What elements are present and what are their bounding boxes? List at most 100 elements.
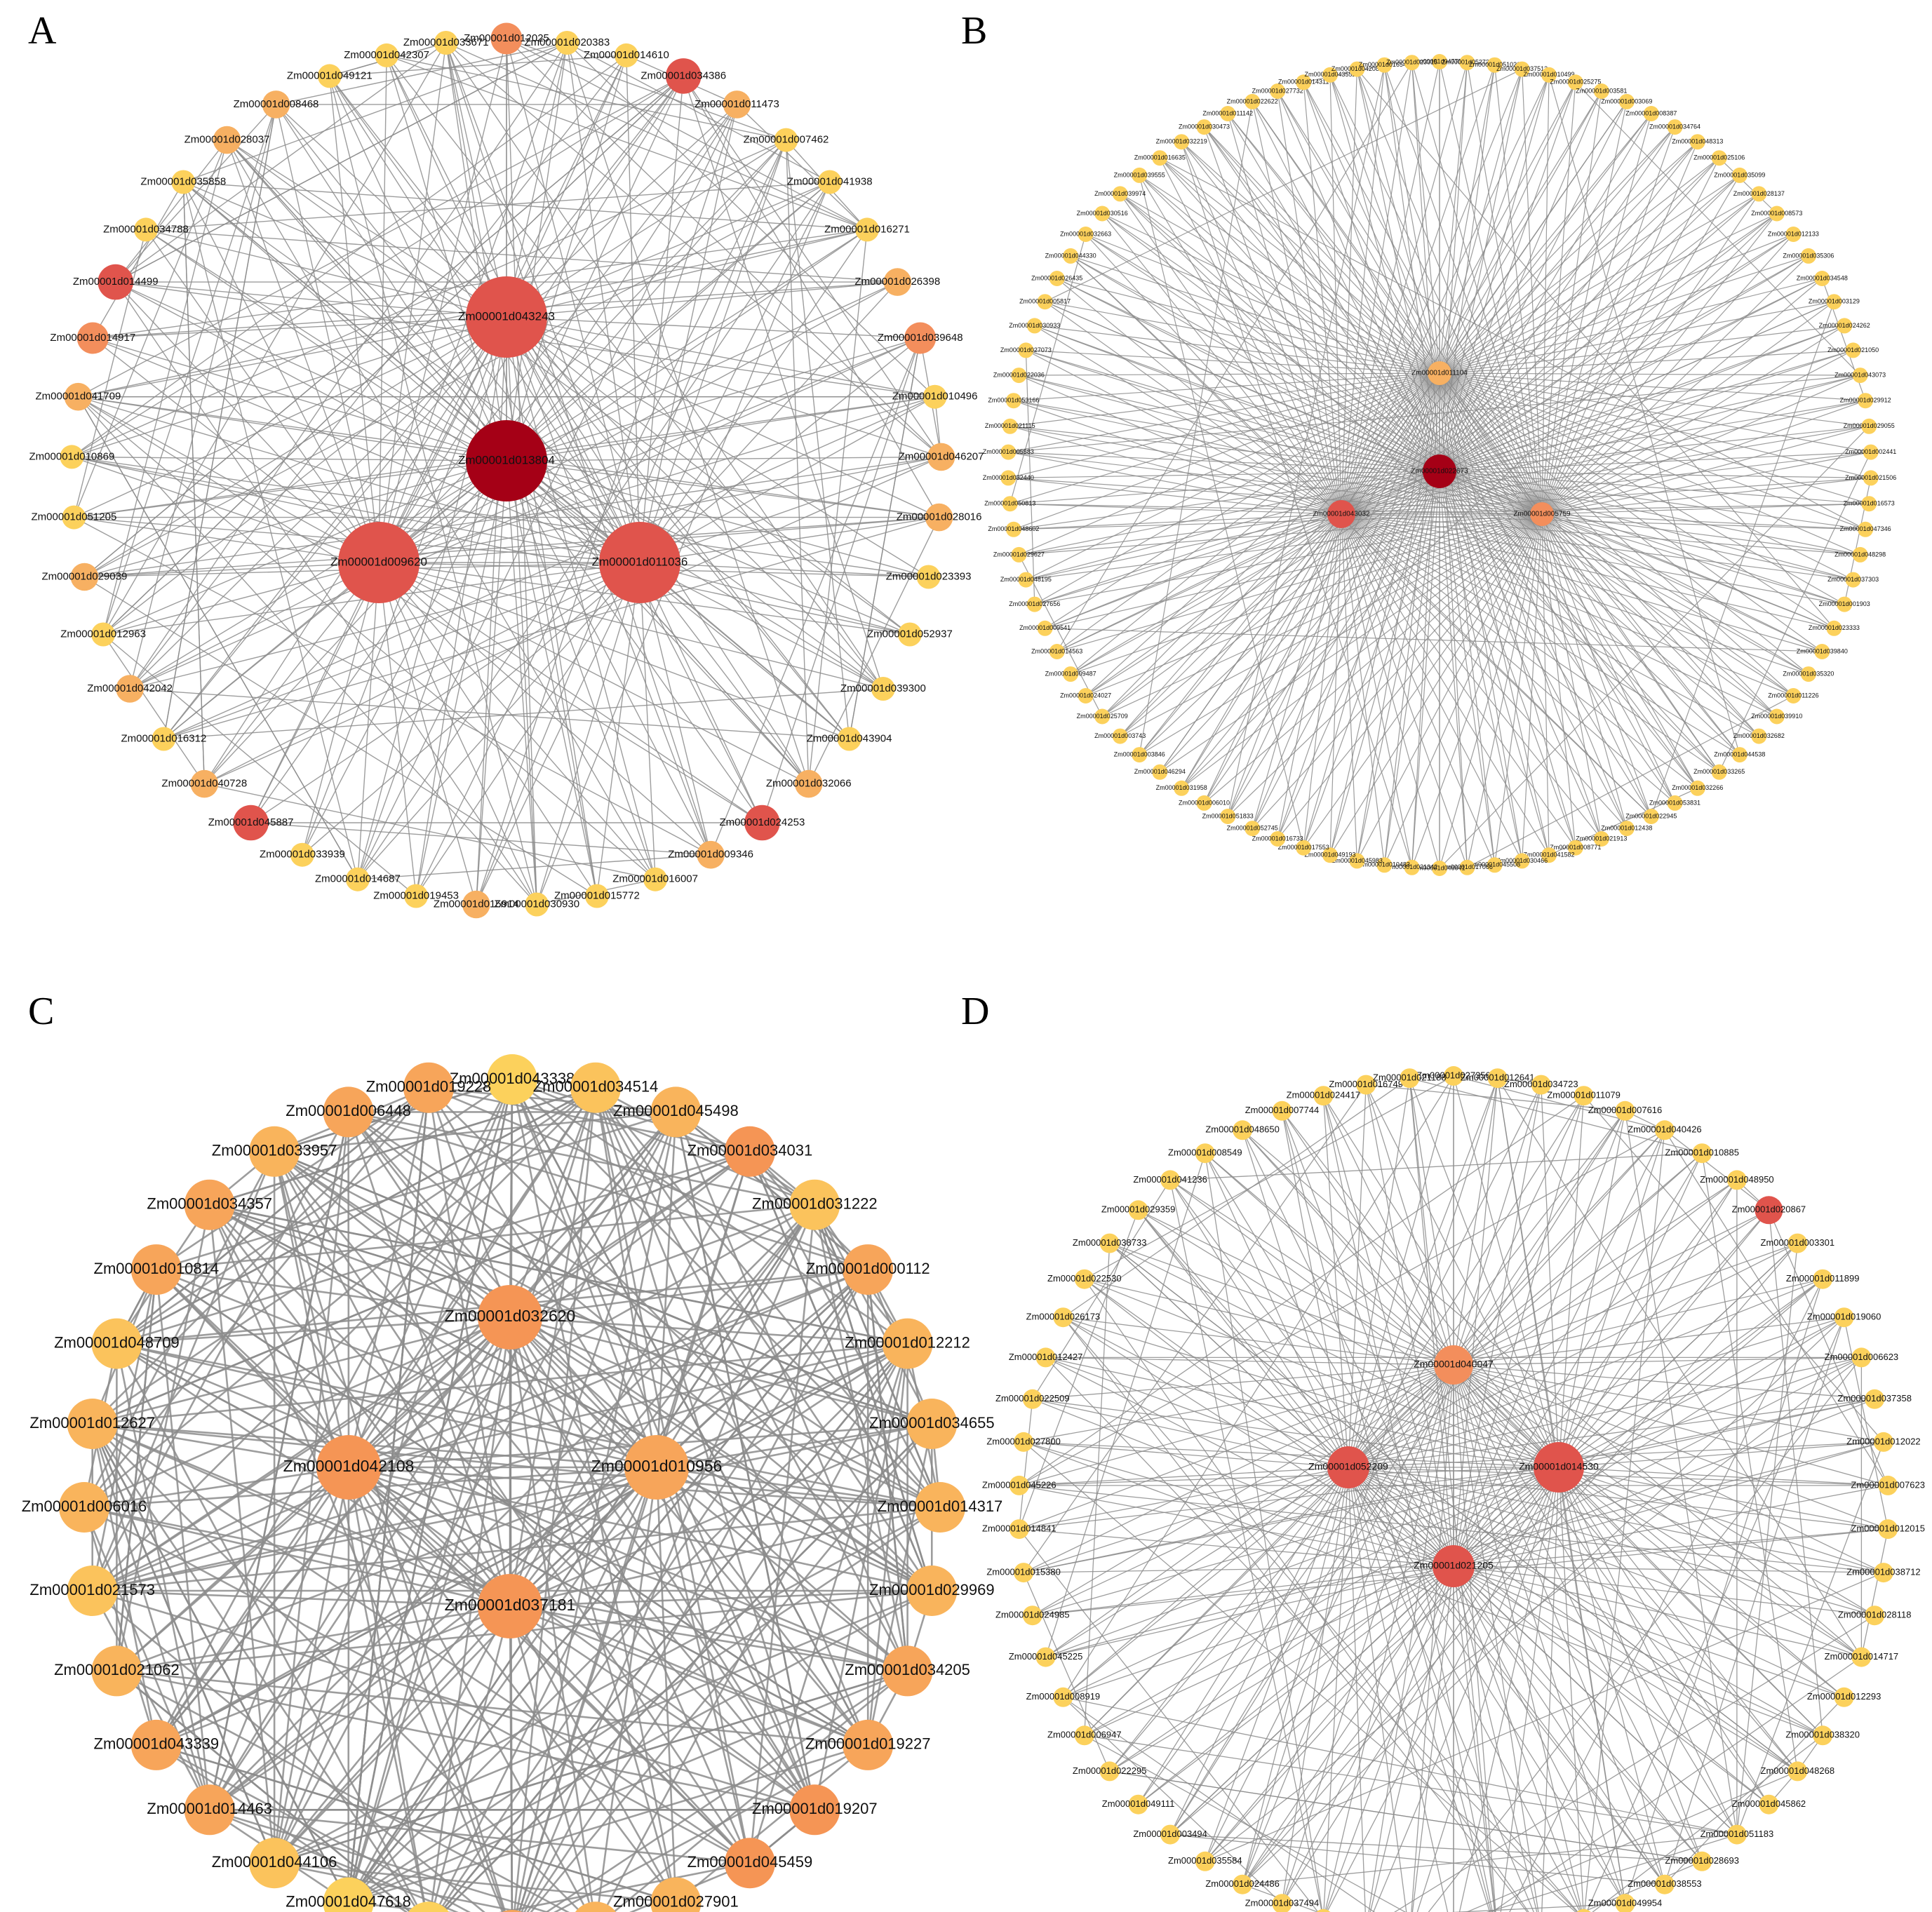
gene-node[interactable] [1826, 620, 1842, 636]
hub-gene-node[interactable] [1433, 1545, 1475, 1587]
gene-node[interactable] [1444, 1066, 1463, 1086]
gene-node[interactable] [1313, 1908, 1333, 1912]
gene-node[interactable] [1112, 186, 1128, 202]
gene-node[interactable] [1618, 821, 1635, 837]
gene-node[interactable] [1035, 1347, 1056, 1368]
gene-node[interactable] [1654, 1874, 1675, 1894]
gene-node[interactable] [1541, 847, 1557, 863]
gene-node[interactable] [1865, 1605, 1885, 1626]
gene-node[interactable] [915, 1482, 965, 1533]
gene-node[interactable] [171, 170, 196, 194]
gene-node[interactable] [1220, 809, 1236, 824]
hub-gene-node[interactable] [478, 1285, 542, 1349]
gene-node[interactable] [794, 769, 823, 798]
gene-node[interactable] [1643, 106, 1659, 121]
gene-node[interactable] [1787, 1761, 1808, 1782]
gene-node[interactable] [697, 840, 725, 869]
gene-node[interactable] [1296, 840, 1312, 856]
gene-node[interactable] [1514, 61, 1530, 77]
hub-gene-node[interactable] [466, 276, 547, 358]
gene-node[interactable] [1689, 780, 1705, 796]
gene-node[interactable] [1692, 1851, 1712, 1871]
gene-node[interactable] [1654, 1120, 1675, 1140]
gene-node[interactable] [1009, 1475, 1029, 1495]
gene-node[interactable] [1813, 1725, 1833, 1746]
gene-node[interactable] [1643, 809, 1659, 824]
gene-node[interactable] [1011, 546, 1027, 563]
hub-gene-node[interactable] [1327, 1446, 1369, 1488]
gene-node[interactable] [1376, 57, 1393, 73]
gene-node[interactable] [570, 1901, 621, 1912]
gene-node[interactable] [1000, 444, 1017, 460]
gene-node[interactable] [1487, 1068, 1508, 1089]
hub-gene-node[interactable] [1434, 1345, 1473, 1385]
gene-node[interactable] [1787, 1233, 1808, 1253]
gene-node[interactable] [1814, 644, 1830, 659]
gene-node[interactable] [1851, 1347, 1872, 1368]
gene-node[interactable] [1074, 1725, 1094, 1746]
gene-node[interactable] [434, 31, 458, 55]
gene-node[interactable] [1112, 728, 1128, 744]
gene-node[interactable] [1174, 134, 1190, 150]
gene-node[interactable] [1322, 847, 1338, 863]
gene-node[interactable] [1514, 853, 1530, 869]
gene-node[interactable] [923, 384, 947, 409]
gene-node[interactable] [1132, 747, 1148, 763]
gene-node[interactable] [1615, 1100, 1635, 1121]
gene-node[interactable] [487, 1054, 537, 1105]
gene-node[interactable] [1000, 470, 1017, 486]
gene-node[interactable] [1692, 1143, 1712, 1164]
gene-node[interactable] [1037, 620, 1053, 636]
gene-node[interactable] [1711, 764, 1727, 780]
gene-node[interactable] [1074, 1269, 1094, 1289]
gene-node[interactable] [1160, 1824, 1181, 1845]
gene-node[interactable] [91, 622, 116, 647]
gene-node[interactable] [1053, 1687, 1073, 1707]
gene-node[interactable] [1593, 83, 1609, 99]
gene-node[interactable] [1852, 546, 1868, 563]
gene-node[interactable] [724, 1838, 775, 1889]
gene-node[interactable] [190, 769, 219, 798]
gene-node[interactable] [345, 867, 370, 891]
gene-node[interactable] [1094, 708, 1111, 725]
gene-node[interactable] [249, 1126, 300, 1177]
gene-node[interactable] [855, 217, 879, 242]
gene-node[interactable] [1432, 54, 1447, 69]
gene-node[interactable] [871, 677, 895, 701]
gene-node[interactable] [323, 1086, 374, 1138]
gene-node[interactable] [1593, 831, 1609, 847]
gene-node[interactable] [1233, 1120, 1253, 1140]
gene-node[interactable] [1813, 1269, 1833, 1289]
gene-node[interactable] [1726, 1824, 1747, 1845]
gene-node[interactable] [1272, 1100, 1292, 1121]
gene-node[interactable] [1245, 93, 1261, 109]
gene-node[interactable] [1755, 1196, 1783, 1225]
gene-node[interactable] [843, 1719, 894, 1770]
gene-node[interactable] [1005, 393, 1021, 409]
gene-node[interactable] [1174, 780, 1190, 796]
gene-node[interactable] [403, 1062, 454, 1113]
hub-gene-node[interactable] [338, 522, 420, 603]
gene-node[interactable] [116, 675, 144, 703]
gene-node[interactable] [525, 892, 549, 917]
gene-node[interactable] [134, 217, 158, 242]
gene-node[interactable] [1487, 57, 1503, 73]
gene-node[interactable] [906, 1399, 958, 1449]
gene-node[interactable] [916, 565, 941, 589]
gene-node[interactable] [1759, 1794, 1779, 1815]
gene-node[interactable] [1018, 572, 1034, 588]
gene-node[interactable] [317, 64, 342, 88]
gene-node[interactable] [1152, 764, 1168, 780]
gene-node[interactable] [1861, 418, 1877, 434]
gene-node[interactable] [774, 128, 798, 152]
gene-node[interactable] [1541, 67, 1557, 83]
gene-node[interactable] [614, 43, 638, 67]
gene-node[interactable] [1049, 644, 1065, 659]
gene-node[interactable] [1035, 1647, 1056, 1667]
gene-node[interactable] [1667, 795, 1683, 811]
gene-node[interactable] [1404, 859, 1420, 875]
gene-node[interactable] [789, 1179, 840, 1230]
gene-node[interactable] [1731, 747, 1747, 763]
gene-node[interactable] [1432, 861, 1447, 876]
gene-node[interactable] [1022, 1389, 1042, 1409]
